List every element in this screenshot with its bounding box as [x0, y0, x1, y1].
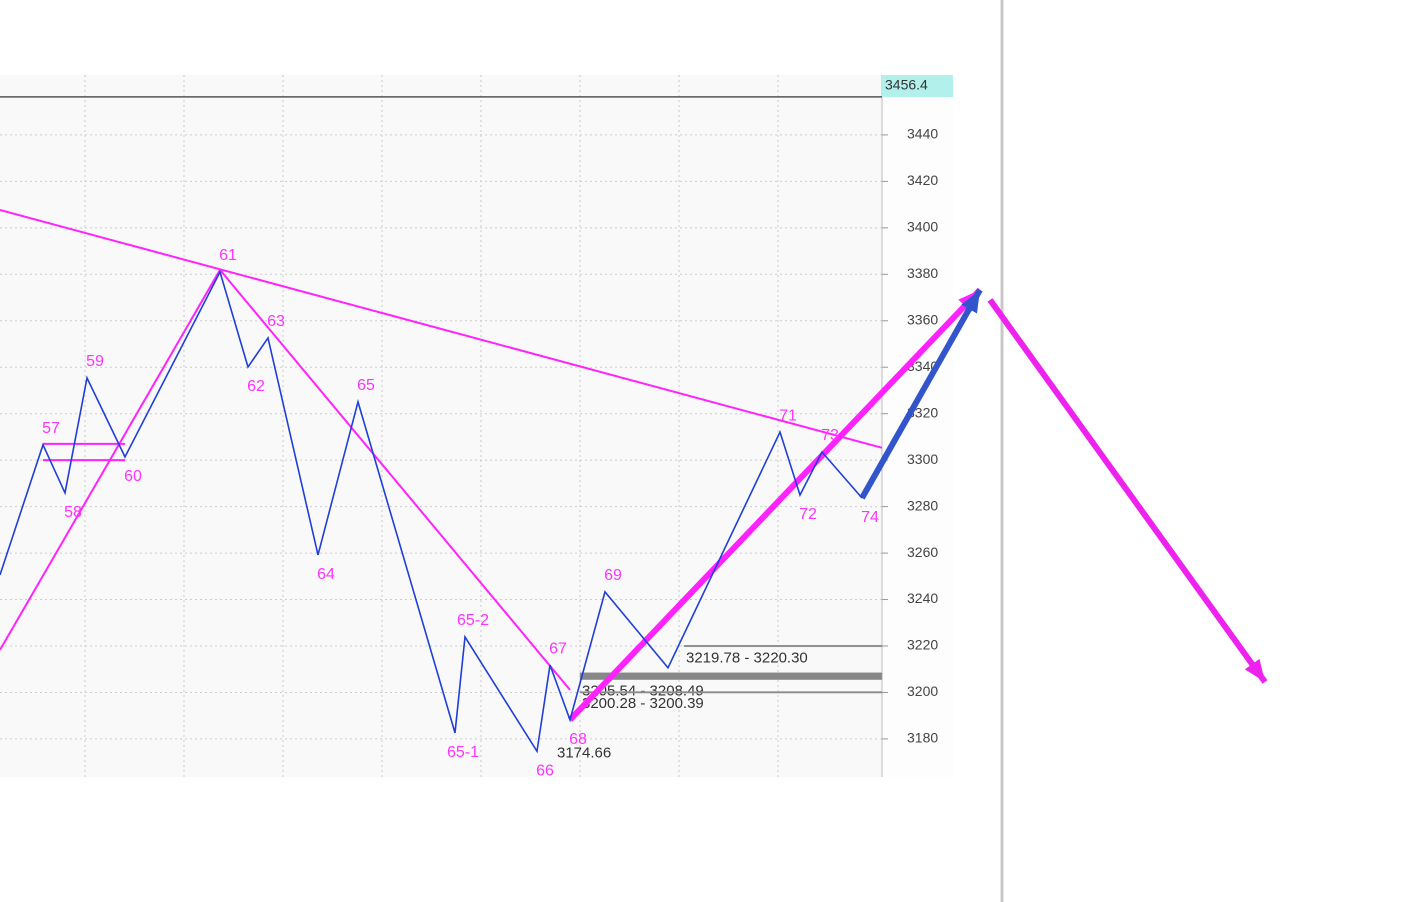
- wave-label: 65-2: [457, 612, 489, 629]
- wave-label: 63: [267, 313, 285, 330]
- wave-label: 62: [247, 378, 265, 395]
- wave-label: 67: [549, 640, 567, 657]
- price-level: [579, 691, 883, 694]
- y-tick-label: 3180: [907, 730, 938, 746]
- y-tick-label: 3440: [907, 126, 938, 142]
- wave-label: 66: [536, 763, 554, 780]
- arrow: [567, 287, 983, 722]
- y-tick-label: 3420: [907, 172, 938, 188]
- y-tick-label: 3220: [907, 637, 938, 653]
- arrow: [987, 298, 1268, 684]
- trend-line: [219, 269, 571, 691]
- top-price-label: 3456.4: [885, 77, 928, 93]
- y-tick-label: 3280: [907, 497, 938, 513]
- y-tick-label: 3260: [907, 544, 938, 560]
- wave-label: 72: [799, 506, 817, 523]
- price-level: [579, 672, 883, 680]
- value-label: 3174.66: [557, 744, 611, 761]
- level-label: 3200.28 - 3200.39: [582, 695, 704, 712]
- wave-label: 61: [219, 247, 237, 264]
- price-level: [683, 645, 883, 648]
- wave-label: 68: [569, 731, 587, 748]
- level-label: 3219.78 - 3220.30: [686, 649, 808, 666]
- wave-label: 69: [604, 567, 622, 584]
- plot-area: [0, 75, 882, 777]
- wave-label: 57: [42, 420, 60, 437]
- arrow-head: [1244, 658, 1265, 682]
- zigzag-line: [0, 269, 863, 754]
- wave-label: 64: [317, 566, 335, 583]
- wave-label: 59: [86, 353, 104, 370]
- price-axis: [882, 75, 953, 777]
- level-label: 3205.54 - 3208.49: [582, 683, 704, 700]
- wave-label: 74: [861, 509, 879, 526]
- y-tick-label: 3240: [907, 590, 938, 606]
- y-tick-label: 3360: [907, 311, 938, 327]
- trend-line: [0, 208, 883, 449]
- arrow: [859, 288, 983, 500]
- wave-label: 73: [821, 427, 839, 444]
- arrow-head: [961, 289, 980, 314]
- wave-label: 60: [124, 468, 142, 485]
- wave-label: 65: [357, 377, 375, 394]
- wave-label: 65-1: [447, 744, 479, 761]
- top-price-box: [882, 75, 953, 97]
- wave-label: 58: [64, 504, 82, 521]
- y-tick-label: 3380: [907, 265, 938, 281]
- y-tick-label: 3200: [907, 683, 938, 699]
- wave-label: 71: [779, 407, 797, 424]
- y-tick-label: 3400: [907, 219, 938, 235]
- y-tick-label: 3300: [907, 451, 938, 467]
